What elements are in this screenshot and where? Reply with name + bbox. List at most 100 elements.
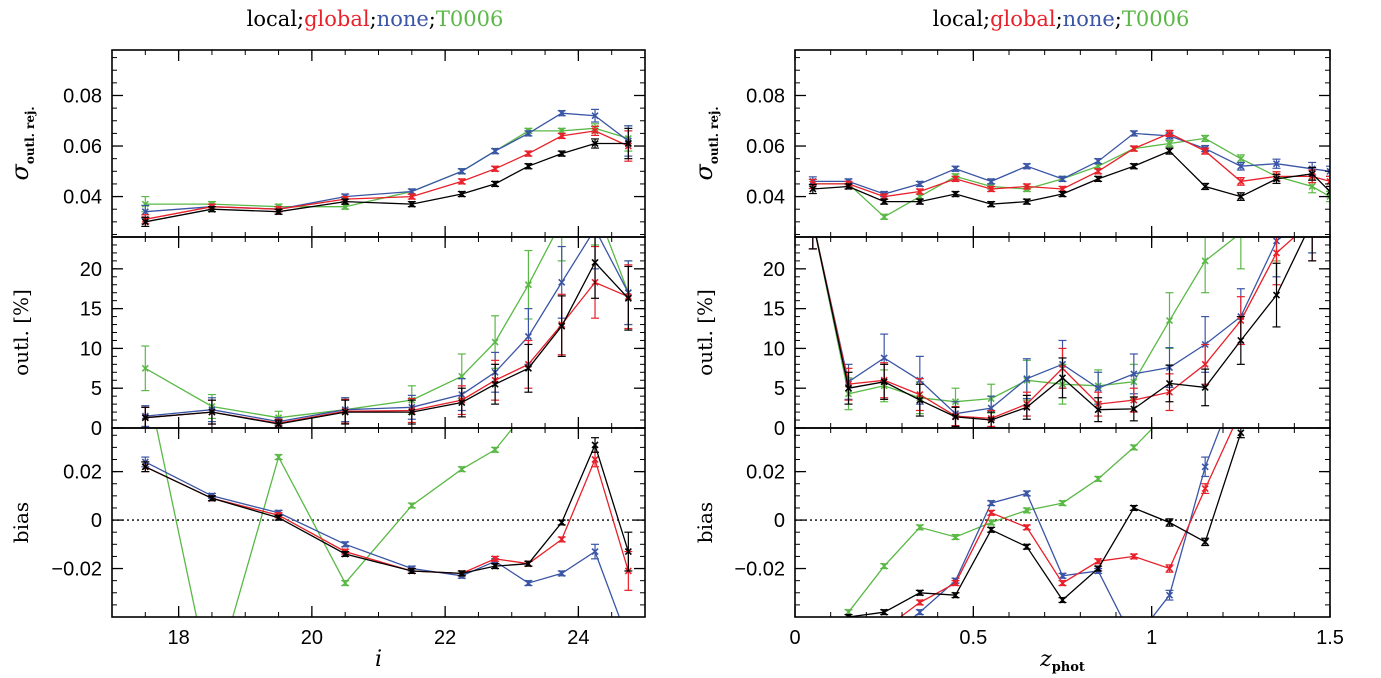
marker-stroke [591,441,599,449]
marker-stroke [1130,370,1138,378]
marker-stroke [1238,408,1244,414]
y-axis-label: σoutl. rej. [6,106,37,180]
y-tick-label-_0_02: −0.02 [734,559,785,581]
data-point-local [987,200,995,208]
y-tick-label-15: 15 [763,299,785,321]
marker-stroke [141,364,149,372]
marker-stroke [1201,485,1209,493]
data-point-none [1023,162,1031,170]
legend-t0006: T0006 [1121,7,1190,31]
marker-stroke [1058,374,1067,382]
marker-stroke [881,626,887,632]
marker-stroke [1326,195,1330,201]
marker-stroke [1023,506,1031,514]
marker-stroke [880,378,888,386]
marker-stroke [1094,557,1102,565]
marker-stroke [1326,170,1330,175]
marker-stroke [141,200,149,208]
marker-stroke [987,200,995,208]
chart-i-mag: 0.04 0.06 0.08 σoutl. rej. 0 5 10 15 20 outl. [%]… [6,49,646,672]
series-line-local [145,261,629,425]
marker-stroke [592,347,598,353]
marker-stroke [987,185,995,193]
data-point-t0006 [559,372,565,378]
marker-stroke [592,202,598,208]
data-point-none [1272,160,1281,168]
data-point-none [987,499,995,507]
data-point-local [1326,187,1330,196]
data-point-local [1058,190,1067,198]
data-point-none [1130,370,1138,378]
series-group [141,202,633,428]
data-point-none [987,177,995,185]
marker-stroke [491,446,499,454]
data-point-global [916,598,924,607]
y-axis-label: outl. [%] [9,289,33,376]
marker-stroke [341,408,349,416]
marker-stroke [1094,475,1102,483]
marker-stroke [1272,175,1281,183]
marker-stroke [408,501,416,510]
y-tick-label-0_06: 0.06 [63,136,102,158]
legend-global: global [304,7,370,31]
marker-stroke [591,548,599,556]
x-axis-label-subscript: phot [1052,660,1085,675]
data-point-t0006 [1309,210,1315,216]
marker-stroke [458,177,466,185]
data-point-none [1238,372,1244,378]
data-point-global [1272,249,1281,257]
marker-stroke [458,398,466,407]
data-point-local [844,613,853,617]
marker-stroke [916,523,924,531]
marker-stroke [524,364,532,372]
data-point-t0006 [524,281,532,289]
marker-stroke [1094,564,1102,573]
series-group [808,129,1330,221]
data-point-global [1237,177,1245,185]
data-point-global [1130,144,1138,153]
marker-stroke [1058,190,1067,198]
data-point-local [1165,518,1174,527]
marker-stroke [1308,170,1316,178]
marker-stroke [1309,218,1315,224]
data-point-local [1130,162,1138,170]
marker-stroke [916,198,924,206]
data-point-none [810,218,816,224]
marker-stroke [1130,504,1138,512]
marker-stroke [880,608,888,616]
y-tick-label-0: 0 [774,418,785,440]
data-point-t0006 [525,406,531,412]
data-point-none [916,180,924,188]
marker-stroke [987,518,995,527]
marker-stroke [524,281,532,289]
y-tick-label-20: 20 [80,259,102,281]
series-line-global [812,132,1330,198]
data-point-global [1201,360,1209,368]
data-point-local [558,518,566,527]
data-point-none [591,548,599,556]
marker-stroke [951,591,960,599]
marker-stroke [592,226,598,232]
marker-stroke [1237,336,1245,345]
data-point-t0006 [987,518,995,527]
y-tick-label-0_06: 0.06 [746,136,785,158]
marker-stroke [1272,160,1281,168]
data-point-local [1201,383,1209,391]
marker-stroke [810,218,816,224]
marker-stroke [1309,218,1315,224]
marker-stroke [1201,257,1209,265]
marker-stroke [558,278,566,286]
marker-stroke [624,548,632,556]
marker-stroke [1165,129,1174,137]
marker-stroke [810,218,816,224]
legend-sep: ; [1055,7,1063,31]
marker-stroke [1058,175,1067,183]
data-point-local [951,413,960,421]
data-point-t0006 [1094,475,1102,483]
series-line-global [145,457,629,575]
marker-stroke [844,384,853,392]
marker-stroke [1165,518,1174,527]
data-point-local [1165,147,1174,155]
x-tick-label-1_5: 1.5 [1316,627,1344,649]
marker-stroke [591,258,599,267]
